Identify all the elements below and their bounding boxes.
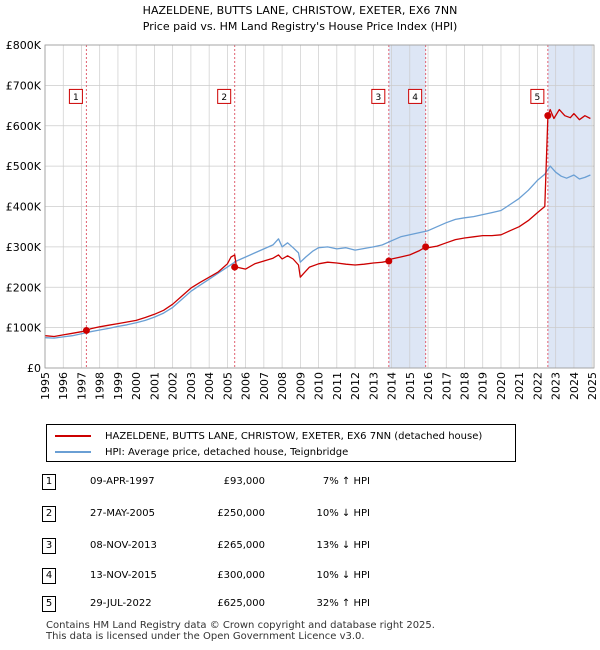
x-tick-label: 1996: [57, 372, 70, 400]
x-tick-label: 2004: [203, 372, 216, 400]
x-tick-label: 2023: [550, 372, 563, 400]
transaction-price: £250,000: [217, 508, 265, 519]
x-tick-label: 1999: [112, 372, 125, 400]
transaction-hpi: 32% ↑ HPI: [316, 598, 370, 609]
series-line: [44, 165, 591, 339]
table-row: 3 08-NOV-2013 £265,000 13% ↓ HPI: [0, 536, 600, 556]
table-row: 1 09-APR-1997 £93,000 7% ↑ HPI: [0, 472, 600, 492]
transaction-date: 13-NOV-2015: [90, 570, 157, 581]
footer-line-2: This data is licensed under the Open Gov…: [46, 631, 365, 642]
y-tick-label: £200K: [6, 281, 42, 294]
x-tick-label: 2003: [185, 372, 198, 400]
x-tick-label: 2005: [221, 372, 234, 400]
transaction-price: £300,000: [217, 570, 265, 581]
legend-property-swatch: [55, 435, 91, 437]
chart-title: HAZELDENE, BUTTS LANE, CHRISTOW, EXETER,…: [143, 4, 458, 17]
transaction-badge: 1: [42, 474, 56, 490]
transaction-badge: 5: [42, 596, 56, 612]
transaction-badge: 4: [42, 568, 56, 584]
x-tick-label: 2017: [440, 372, 453, 400]
annotation-label: 4: [412, 93, 418, 103]
x-tick-label: 2008: [276, 372, 289, 400]
annotation-label: 3: [375, 93, 381, 103]
y-tick-label: £700K: [6, 79, 42, 92]
transaction-date: 29-JUL-2022: [90, 598, 152, 609]
y-tick-label: £600K: [6, 120, 42, 133]
x-tick-label: 2022: [531, 372, 544, 400]
x-tick-label: 2021: [513, 372, 526, 400]
transaction-price: £625,000: [217, 598, 265, 609]
x-tick-label: 2010: [313, 372, 326, 400]
transaction-badge: 3: [42, 538, 56, 554]
annotation-box: [530, 88, 545, 104]
legend-property: HAZELDENE, BUTTS LANE, CHRISTOW, EXETER,…: [55, 428, 482, 444]
x-tick-label: 2011: [331, 372, 344, 400]
annotation-box: [217, 88, 232, 104]
x-tick-label: 2024: [568, 372, 581, 400]
x-tick-label: 2009: [294, 372, 307, 400]
footer-notice: Contains HM Land Registry data © Crown c…: [46, 620, 435, 642]
sale-point: [544, 112, 552, 120]
x-tick-label: 2018: [459, 372, 472, 400]
sale-point: [385, 257, 393, 265]
x-tick-label: 2016: [422, 372, 435, 400]
annotation-box: [371, 88, 386, 104]
y-tick-label: £100K: [6, 322, 42, 335]
x-tick-label: 2013: [367, 372, 380, 400]
table-row: 2 27-MAY-2005 £250,000 10% ↓ HPI: [0, 504, 600, 524]
chart-subtitle: Price paid vs. HM Land Registry's House …: [143, 20, 458, 33]
table-row: 5 29-JUL-2022 £625,000 32% ↑ HPI: [0, 594, 600, 614]
transaction-hpi: 13% ↓ HPI: [316, 540, 370, 551]
annotation-label: 2: [221, 93, 227, 103]
x-tick-label: 2014: [386, 372, 399, 400]
transaction-date: 08-NOV-2013: [90, 540, 157, 551]
legend-hpi-label: HPI: Average price, detached house, Teig…: [105, 446, 349, 458]
plot-frame: [44, 44, 595, 369]
transaction-date: 09-APR-1997: [90, 476, 155, 487]
table-row: 4 13-NOV-2015 £300,000 10% ↓ HPI: [0, 566, 600, 586]
x-tick-label: 2025: [586, 372, 599, 400]
chart-legend: HAZELDENE, BUTTS LANE, CHRISTOW, EXETER,…: [46, 424, 516, 462]
series-line: [44, 108, 591, 338]
price-chart: HAZELDENE, BUTTS LANE, CHRISTOW, EXETER,…: [6, 4, 599, 400]
x-tick-label: 2007: [258, 372, 271, 400]
x-tick-label: 2001: [148, 372, 161, 400]
transaction-hpi: 10% ↓ HPI: [316, 570, 370, 581]
x-tick-label: 2002: [167, 372, 180, 400]
x-tick-label: 2000: [130, 372, 143, 400]
annotation-box: [68, 88, 83, 104]
annotation-box: [408, 88, 423, 104]
annotation-label: 1: [73, 93, 79, 103]
legend-hpi: HPI: Average price, detached house, Teig…: [55, 444, 348, 460]
y-tick-label: £400K: [6, 201, 42, 214]
legend-hpi-swatch: [55, 451, 91, 453]
x-tick-label: 1995: [39, 372, 52, 400]
x-tick-label: 2019: [477, 372, 490, 400]
sale-point: [422, 243, 430, 251]
transaction-hpi: 7% ↑ HPI: [322, 476, 370, 487]
x-tick-label: 2006: [240, 372, 253, 400]
transaction-price: £93,000: [223, 476, 265, 487]
transaction-date: 27-MAY-2005: [90, 508, 156, 519]
transaction-price: £265,000: [217, 540, 265, 551]
y-tick-label: £500K: [6, 160, 42, 173]
sale-point: [231, 263, 239, 271]
x-tick-label: 2012: [349, 372, 362, 400]
y-tick-label: £300K: [6, 241, 42, 254]
transaction-badge: 2: [42, 506, 56, 522]
x-tick-label: 2015: [404, 372, 417, 400]
y-tick-label: £0: [27, 362, 41, 375]
sale-point: [82, 326, 90, 334]
footer-line-1: Contains HM Land Registry data © Crown c…: [46, 620, 435, 631]
legend-property-label: HAZELDENE, BUTTS LANE, CHRISTOW, EXETER,…: [105, 430, 483, 442]
y-tick-label: £800K: [6, 39, 42, 52]
x-tick-label: 2020: [495, 372, 508, 400]
x-tick-label: 1998: [94, 372, 107, 400]
transaction-hpi: 10% ↓ HPI: [316, 508, 370, 519]
x-tick-label: 1997: [75, 372, 88, 400]
annotation-label: 5: [534, 93, 540, 103]
